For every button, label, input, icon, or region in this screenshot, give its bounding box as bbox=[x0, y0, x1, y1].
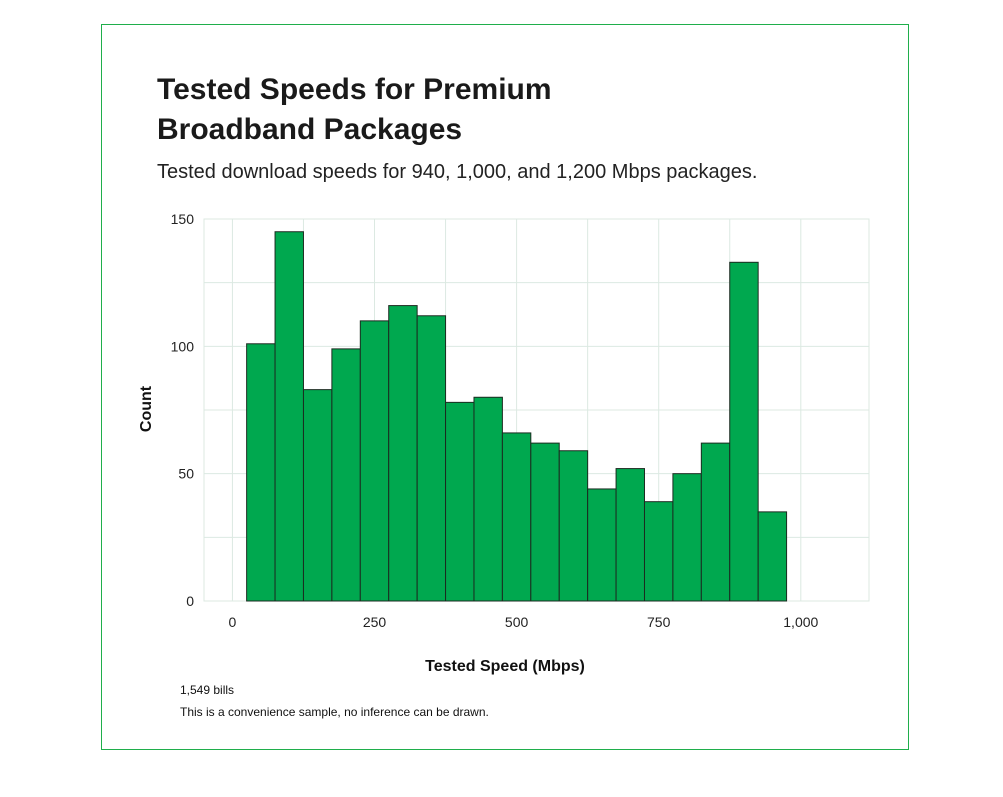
x-tick-label: 500 bbox=[505, 614, 529, 630]
chart-title: Tested Speeds for Premium Broadband Pack… bbox=[157, 73, 552, 146]
histogram-bar bbox=[501, 432, 532, 602]
y-tick-label: 50 bbox=[178, 466, 194, 482]
histogram-bars bbox=[246, 231, 788, 602]
histogram-bar bbox=[757, 511, 788, 602]
y-tick-label: 100 bbox=[171, 338, 195, 354]
x-tick-label: 0 bbox=[229, 614, 237, 630]
chart-subtitle: Tested download speeds for 940, 1,000, a… bbox=[157, 161, 758, 183]
histogram-bar bbox=[359, 320, 390, 602]
histogram-bar bbox=[530, 442, 560, 602]
histogram-bar bbox=[729, 261, 759, 602]
y-axis-title: Count bbox=[138, 385, 155, 432]
histogram-bar bbox=[445, 401, 475, 602]
histogram-bar bbox=[558, 450, 589, 602]
histogram-bar bbox=[615, 468, 645, 602]
sample-size-note: 1,549 bills bbox=[180, 683, 235, 697]
x-tick-label: 1,000 bbox=[783, 614, 818, 630]
chart-frame bbox=[101, 24, 909, 750]
disclaimer-note: This is a convenience sample, no inferen… bbox=[180, 705, 489, 719]
histogram-bar bbox=[416, 315, 447, 602]
histogram-bar bbox=[274, 231, 304, 602]
x-tick-label: 250 bbox=[363, 614, 387, 630]
histogram-bar bbox=[246, 343, 276, 602]
x-axis-title: Tested Speed (Mbps) bbox=[425, 658, 585, 675]
histogram-bar bbox=[587, 488, 617, 602]
histogram-bar bbox=[388, 305, 418, 602]
histogram-bar bbox=[302, 389, 333, 602]
histogram-bar bbox=[331, 348, 361, 602]
y-tick-label: 150 bbox=[171, 211, 195, 227]
histogram-bar bbox=[473, 396, 503, 602]
axes: 0 250 500 750 1,000 0 50 100 150 bbox=[171, 211, 819, 630]
histogram-bar bbox=[643, 501, 674, 602]
histogram-bar bbox=[700, 442, 731, 602]
y-tick-label: 0 bbox=[186, 593, 194, 609]
histogram-bar bbox=[672, 473, 702, 602]
x-tick-label: 750 bbox=[647, 614, 671, 630]
